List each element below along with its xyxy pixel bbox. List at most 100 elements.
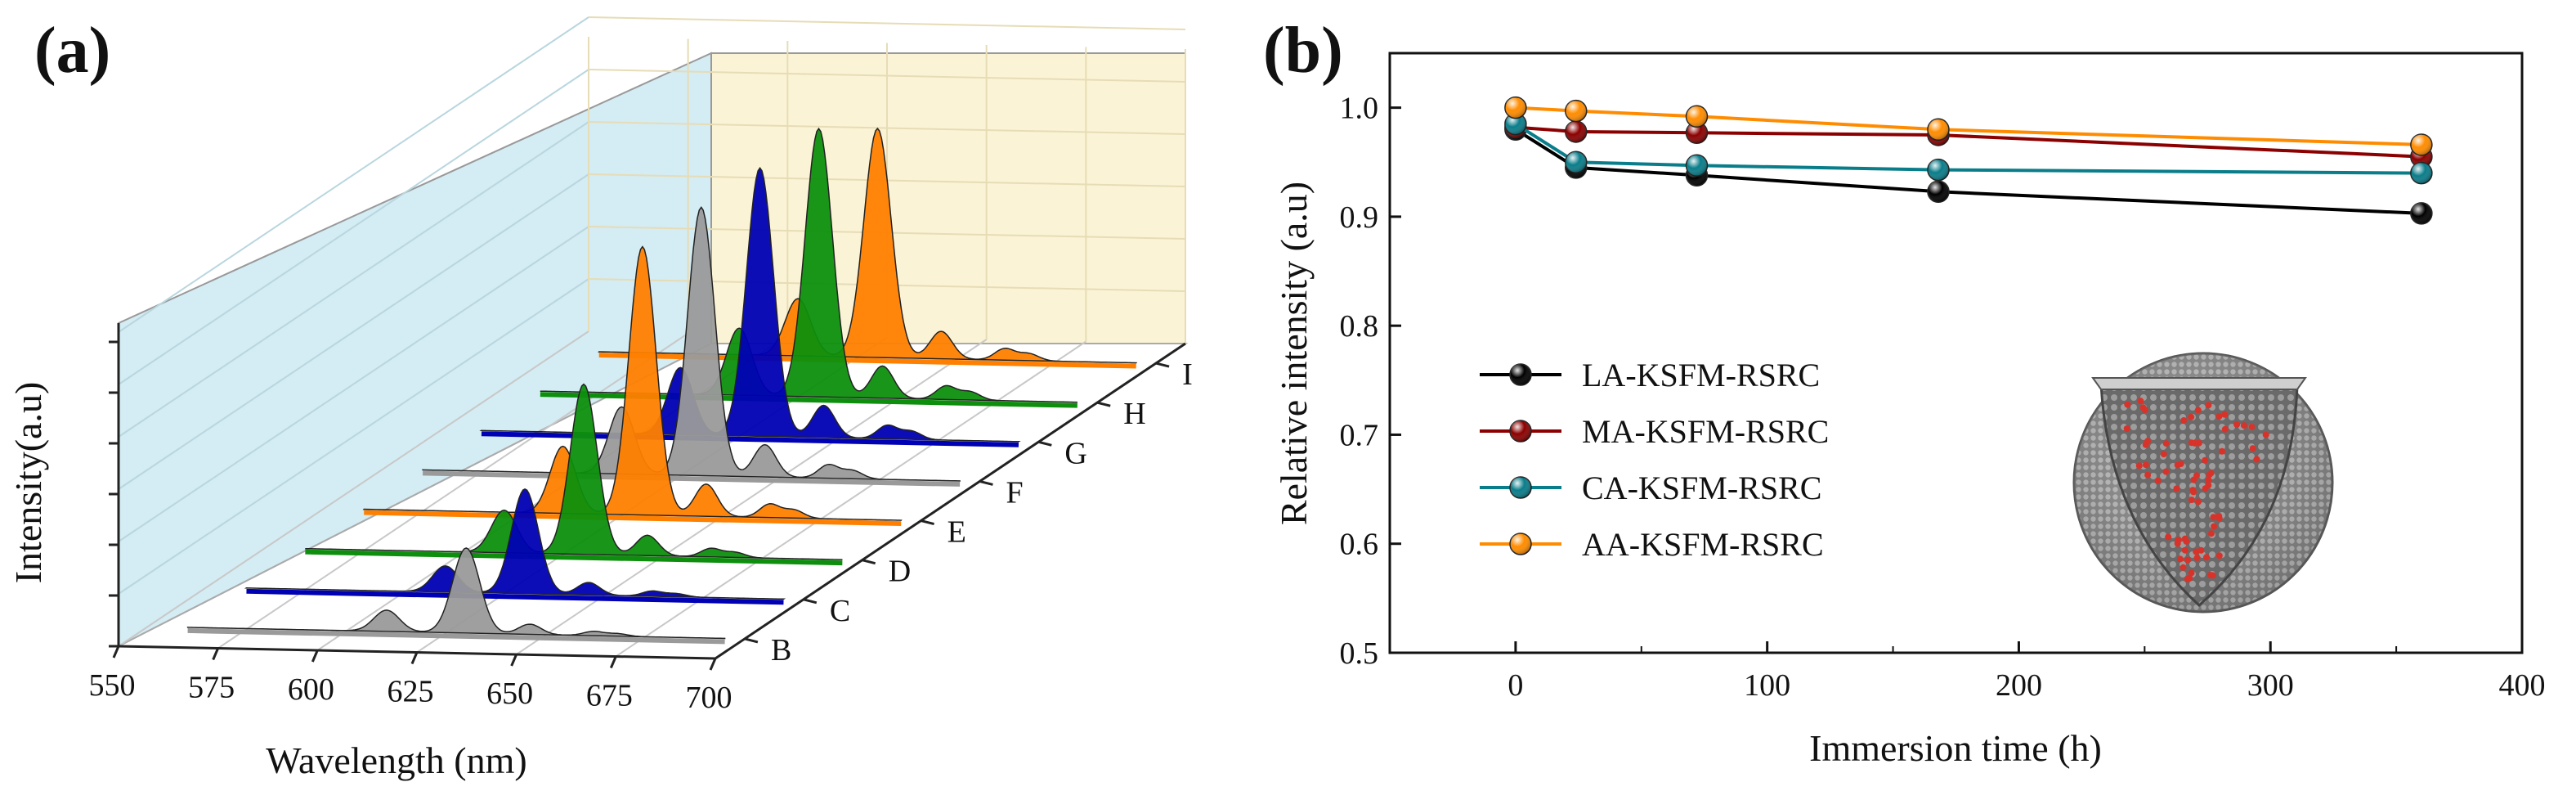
legend-label: AA-KSFM-RSRC bbox=[1582, 526, 1824, 563]
red-dot bbox=[2262, 431, 2269, 438]
red-dot bbox=[2233, 421, 2241, 428]
chart-a-x-tick-label: 700 bbox=[686, 681, 732, 715]
chart-a-back-wall bbox=[710, 52, 1186, 344]
red-dot bbox=[2189, 487, 2197, 494]
chart-a-depth-labels: B C D E F G H I bbox=[744, 357, 1193, 667]
data-point-highlight bbox=[1504, 97, 1526, 119]
chart-b-y-tick-label: 0.8 bbox=[1340, 309, 1379, 344]
red-dot bbox=[2144, 438, 2151, 445]
red-dot bbox=[2181, 535, 2188, 542]
data-point-highlight bbox=[1565, 100, 1587, 122]
chart-b-y-tick-label: 1.0 bbox=[1340, 92, 1379, 126]
red-dot bbox=[2197, 546, 2205, 554]
red-dot bbox=[2154, 477, 2162, 484]
chart-b-y-tick-label: 0.7 bbox=[1340, 418, 1379, 452]
chart-a-depth-label: C bbox=[830, 594, 850, 628]
red-dot bbox=[2184, 556, 2191, 564]
red-dot bbox=[2206, 572, 2214, 578]
legend-marker-highlight bbox=[1510, 533, 1531, 555]
data-point-highlight bbox=[1565, 151, 1587, 173]
chart-b-x-tick-label: 100 bbox=[1744, 668, 1790, 703]
sphere-red-dots bbox=[2123, 398, 2269, 582]
spectrum-D bbox=[305, 383, 843, 560]
data-point-highlight bbox=[1927, 181, 1949, 203]
sphere-rim bbox=[2091, 377, 2307, 390]
chart-a-x-tick-label: 625 bbox=[388, 675, 434, 709]
red-dot bbox=[2215, 413, 2223, 420]
chart-a-depth-tick bbox=[979, 479, 993, 486]
data-point-highlight bbox=[1927, 119, 1949, 141]
spectrum-baseline bbox=[305, 549, 843, 566]
chart-a-floor-gridline bbox=[516, 339, 988, 655]
red-dot bbox=[2188, 497, 2195, 504]
chart-a-depth-tick bbox=[744, 637, 759, 644]
red-dot bbox=[2173, 485, 2180, 492]
legend-label: MA-KSFM-RSRC bbox=[1582, 413, 1829, 450]
data-point-highlight bbox=[1686, 155, 1708, 177]
spectrum-G bbox=[479, 166, 1021, 443]
red-dot bbox=[2219, 447, 2225, 455]
data-point-highlight bbox=[2410, 162, 2432, 184]
chart-b: 0 100 200 300 400 0.5 0.6 0.7 0.8 0.9 1.0 Immersio… bbox=[1273, 52, 2546, 769]
red-dot bbox=[2180, 564, 2187, 571]
panel-a-label: (a) bbox=[34, 15, 110, 87]
chart-a-depth-tick bbox=[921, 519, 934, 526]
red-dot bbox=[2207, 530, 2215, 537]
series-line-AA-KSFM-RSRC bbox=[1515, 106, 2421, 146]
chart-a-depth-tick bbox=[1037, 440, 1052, 447]
red-dot bbox=[2193, 472, 2200, 479]
chart-a-depth-label: E bbox=[948, 515, 966, 550]
chart-a-depth-label: I bbox=[1182, 357, 1193, 392]
spectrum-F bbox=[422, 206, 961, 482]
red-dot bbox=[2221, 411, 2229, 418]
panel-b-label: (b) bbox=[1263, 15, 1343, 87]
data-point-highlight bbox=[1504, 113, 1526, 135]
red-dot bbox=[2240, 422, 2247, 429]
chart-a-wall-gridline bbox=[118, 226, 589, 542]
chart-a-x-tick bbox=[609, 655, 617, 669]
chart-a-depth-tick bbox=[803, 598, 818, 605]
red-dot bbox=[2135, 462, 2143, 470]
chart-a-back-gridline bbox=[588, 16, 1186, 30]
chart-b-x-tick-label: 0 bbox=[1508, 668, 1523, 703]
sphere-illustration bbox=[2072, 352, 2334, 613]
chart-a-x-tick-label: 550 bbox=[89, 668, 136, 703]
chart-b-y-tick-label: 0.5 bbox=[1340, 636, 1379, 671]
red-dot bbox=[2211, 523, 2218, 530]
chart-a-depth-label: B bbox=[771, 633, 791, 667]
legend-label: CA-KSFM-RSRC bbox=[1582, 470, 1821, 506]
chart-a-x-tick bbox=[212, 647, 220, 661]
chart-a-x-tick-label: 600 bbox=[288, 672, 334, 707]
chart-a-x-axis bbox=[118, 645, 716, 660]
red-dot bbox=[2193, 554, 2201, 561]
chart-b-legend: LA-KSFM-RSRC MA-KSFM-RSRC CA-KSFM-RSRC AA-K… bbox=[1480, 357, 1829, 563]
red-dot bbox=[2160, 451, 2167, 458]
red-dot bbox=[2205, 477, 2212, 483]
red-dot bbox=[2193, 548, 2200, 555]
spectrum-C bbox=[244, 488, 786, 600]
chart-a-x-tick-label: 650 bbox=[486, 676, 533, 711]
chart-a-x-ticks: 550 575 600 625 650 675 700 bbox=[89, 645, 732, 715]
chart-b-y-title: Relative intensity (a.u) bbox=[1273, 182, 1315, 525]
data-point-highlight bbox=[1927, 159, 1949, 181]
chart-b-series bbox=[1504, 96, 2433, 225]
chart-b-x-title: Immersion time (h) bbox=[1809, 727, 2102, 769]
red-dot bbox=[2162, 468, 2170, 475]
data-point-highlight bbox=[1686, 122, 1708, 144]
chart-a-depth-tick bbox=[862, 559, 876, 565]
chart-a-x-tick bbox=[112, 645, 120, 658]
red-dot bbox=[2123, 425, 2130, 432]
chart-a-x-tick-label: 675 bbox=[586, 679, 633, 713]
red-dot bbox=[2192, 439, 2198, 447]
red-dot bbox=[2139, 404, 2147, 411]
legend-marker-highlight bbox=[1510, 477, 1531, 498]
spectrum-baseline bbox=[364, 510, 902, 527]
chart-a-wall-gridline bbox=[118, 121, 589, 438]
chart-b-x-tick-label: 300 bbox=[2247, 668, 2294, 703]
red-dot bbox=[2194, 498, 2202, 506]
red-dot bbox=[2207, 470, 2215, 477]
red-dot bbox=[2203, 554, 2210, 561]
spectrum-baseline bbox=[423, 470, 961, 487]
chart-a-y-title: Intensity(a.u) bbox=[7, 382, 49, 584]
